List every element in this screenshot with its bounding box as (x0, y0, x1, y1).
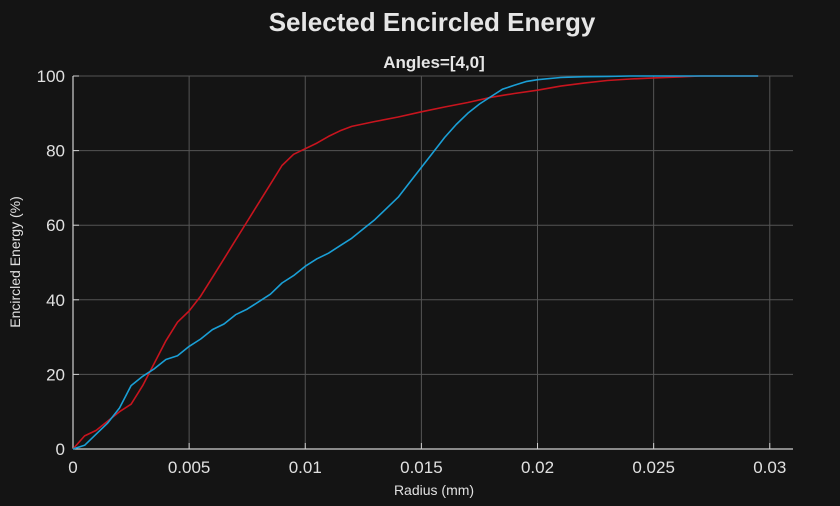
x-tick-label: 0.025 (632, 458, 675, 477)
series-line-1 (72, 75, 759, 450)
chart-subtitle: Angles=[4,0] (383, 53, 485, 72)
y-tick-label: 20 (46, 365, 65, 384)
tick-labels: 0 0.005 0.01 0.015 0.02 0.025 0.03 0 20 40 60 80 100 (37, 67, 787, 477)
x-axis-label: Radius (mm) (394, 482, 474, 498)
axes (72, 75, 793, 450)
series-line-2 (72, 75, 759, 450)
x-tick-label: 0 (68, 458, 77, 477)
y-tick-label: 0 (56, 440, 65, 459)
y-tick-label: 40 (46, 291, 65, 310)
x-tick-label: 0.03 (753, 458, 786, 477)
x-tick-label: 0.01 (289, 458, 322, 477)
y-tick-label: 80 (46, 142, 65, 161)
series-lines (72, 75, 759, 450)
y-axis-label: Encircled Energy (%) (7, 196, 23, 328)
chart-title: Selected Encircled Energy (269, 7, 596, 37)
x-tick-label: 0.015 (400, 458, 443, 477)
y-tick-label: 100 (37, 67, 65, 86)
y-tick-label: 60 (46, 216, 65, 235)
x-tick-label: 0.005 (168, 458, 211, 477)
x-tick-label: 0.02 (521, 458, 554, 477)
